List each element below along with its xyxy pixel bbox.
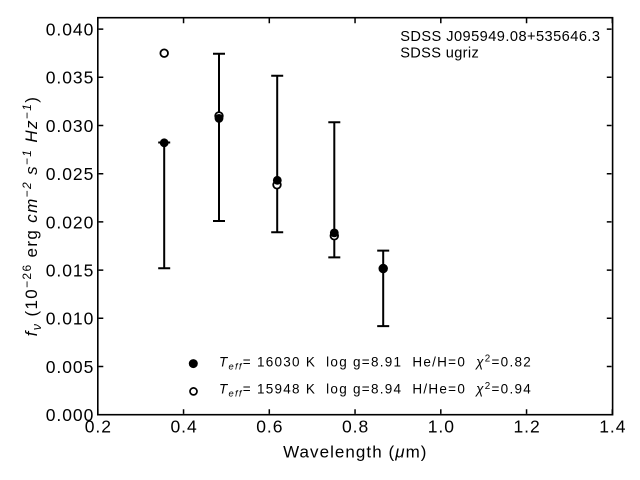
svg-text:Teff= 16030 K log g=8.91 He/: Teff= 16030 K log g=8.91 He/H=0 χ2=0.82: [219, 354, 532, 372]
svg-text:0.020: 0.020: [46, 212, 95, 232]
svg-text:0.035: 0.035: [46, 68, 95, 88]
svg-text:fν (10−26 erg cm−2 s−1 Hz−1): fν (10−26 erg cm−2 s−1 Hz−1): [20, 96, 44, 337]
svg-text:Teff= 15948 K log g=8.94 H/H: Teff= 15948 K log g=8.94 H/He=0 χ2=0.94: [219, 381, 532, 399]
svg-text:0.000: 0.000: [46, 405, 95, 425]
svg-text:0.040: 0.040: [46, 20, 95, 40]
svg-text:0.010: 0.010: [46, 309, 95, 329]
svg-text:Wavelength (μm): Wavelength (μm): [283, 442, 427, 461]
svg-text:0.4: 0.4: [170, 417, 197, 437]
svg-text:0.025: 0.025: [46, 164, 95, 184]
svg-text:0.8: 0.8: [342, 417, 369, 437]
svg-text:SDSS J095949.08+535646.3: SDSS J095949.08+535646.3: [400, 29, 600, 45]
svg-text:0.2: 0.2: [85, 417, 112, 437]
svg-text:0.005: 0.005: [46, 357, 95, 377]
svg-text:1.4: 1.4: [599, 417, 626, 437]
svg-text:0.030: 0.030: [46, 116, 95, 136]
svg-text:SDSS ugriz: SDSS ugriz: [400, 45, 479, 61]
svg-text:1.0: 1.0: [428, 417, 455, 437]
svg-text:0.6: 0.6: [256, 417, 283, 437]
svg-text:1.2: 1.2: [513, 417, 540, 437]
svg-text:0.015: 0.015: [46, 261, 95, 281]
